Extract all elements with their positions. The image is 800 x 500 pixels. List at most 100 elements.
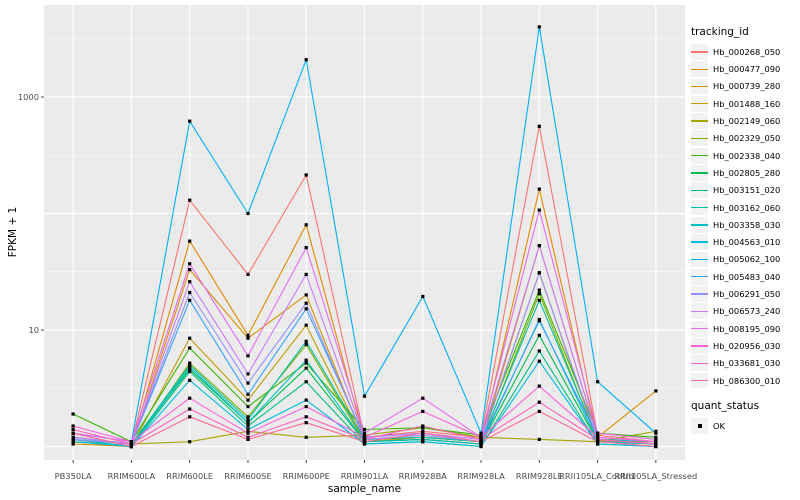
data-point	[654, 389, 658, 393]
x-tick-label-RRIM901LA: RRIM901LA	[341, 471, 389, 481]
data-point	[188, 346, 192, 350]
data-point	[71, 412, 75, 416]
data-point	[304, 293, 308, 297]
legend-line-swatch-icon	[691, 241, 708, 243]
data-point	[421, 396, 425, 400]
data-point	[654, 440, 658, 444]
data-point	[246, 333, 250, 337]
legend-entry-label: Hb_002805_280	[713, 167, 781, 178]
data-point	[304, 339, 308, 343]
legend-entry-label: Hb_003358_030	[713, 219, 781, 230]
legend-entry-label: OK	[713, 421, 725, 432]
data-point	[362, 431, 367, 435]
data-point	[71, 431, 75, 435]
legend-entry: Hb_086300_010	[691, 372, 799, 389]
data-point	[304, 415, 308, 419]
legend-entry: Hb_000739_280	[691, 78, 799, 95]
data-point	[654, 435, 658, 439]
legend-entry: Hb_005483_040	[691, 268, 799, 285]
data-point	[246, 336, 250, 340]
data-point	[596, 442, 600, 446]
legend-line-swatch-icon	[691, 172, 708, 174]
data-point	[421, 431, 425, 435]
legend-entry: Hb_002338_040	[691, 147, 799, 164]
legend-key	[691, 320, 708, 337]
legend-entry-label: Hb_001488_160	[713, 98, 781, 109]
legend-entry: Hb_003358_030	[691, 216, 799, 233]
legend-entry-label: Hb_006291_050	[713, 289, 781, 300]
legend-entry-label: Hb_004563_010	[713, 237, 781, 248]
legend-entry: Hb_006291_050	[691, 286, 799, 302]
data-point	[246, 372, 250, 376]
data-point	[188, 336, 192, 340]
legend-entry: Hb_000477_090	[691, 61, 799, 78]
data-point	[246, 424, 250, 428]
legend-line-swatch-icon	[691, 154, 708, 157]
legend-line-swatch-icon	[691, 379, 708, 382]
data-point	[654, 431, 658, 435]
data-point	[246, 418, 250, 422]
legend: tracking_id Hb_000268_050 Hb_000477_090 Hb…	[691, 26, 799, 436]
data-point	[71, 424, 75, 428]
data-point	[304, 435, 308, 439]
y-tick-label-10: 10	[28, 325, 39, 335]
legend-key	[691, 182, 708, 199]
data-point	[304, 358, 308, 362]
legend-entry: Hb_003151_020	[691, 182, 799, 199]
data-point	[188, 367, 192, 371]
legend-entry-label: Hb_086300_010	[713, 375, 781, 386]
data-point	[362, 435, 367, 439]
data-point	[421, 437, 425, 441]
legend-key	[691, 303, 708, 320]
data-point	[246, 429, 250, 433]
data-point	[537, 359, 541, 363]
data-point	[362, 442, 367, 446]
legend-entry-label: Hb_020956_030	[713, 340, 781, 351]
data-point	[654, 442, 658, 446]
legend-key	[691, 234, 708, 251]
data-point	[479, 440, 483, 444]
legend-entry-label: Hb_008195_090	[713, 323, 781, 334]
data-point	[246, 431, 250, 435]
data-point	[537, 319, 541, 323]
data-point	[246, 421, 250, 425]
legend-entry-label: Hb_002329_050	[713, 133, 781, 144]
data-point	[246, 435, 250, 439]
data-point	[188, 198, 192, 202]
data-point	[304, 58, 308, 62]
data-point	[537, 384, 541, 388]
data-point	[188, 239, 192, 243]
legend-line-swatch-icon	[691, 85, 708, 88]
data-point	[129, 444, 133, 449]
data-point	[362, 437, 367, 441]
legend-key	[691, 44, 708, 60]
legend-line-swatch-icon	[691, 327, 708, 330]
legend-entry-label: Hb_002149_060	[713, 116, 781, 127]
data-point	[188, 415, 192, 419]
data-point	[421, 440, 425, 444]
legend-key	[691, 372, 708, 389]
legend-entry-label: Hb_005062_100	[713, 254, 781, 265]
legend-key	[691, 251, 708, 268]
data-point	[188, 290, 192, 295]
data-point	[537, 208, 541, 212]
data-point	[246, 405, 250, 409]
data-point	[304, 366, 308, 370]
legend-key	[691, 338, 708, 354]
legend-entry: Hb_004563_010	[691, 234, 799, 251]
data-point	[304, 323, 308, 327]
data-point	[596, 435, 600, 439]
legend-key	[691, 355, 708, 372]
data-point	[71, 437, 75, 441]
data-point	[596, 431, 600, 435]
legend-entry: Hb_001488_160	[691, 95, 799, 112]
legend-line-swatch-icon	[691, 206, 708, 209]
data-point	[304, 380, 308, 384]
legend-key	[691, 61, 708, 78]
legend-line-swatch-icon	[691, 276, 708, 278]
data-point	[479, 444, 483, 449]
data-point	[596, 380, 600, 384]
data-point	[304, 405, 308, 409]
x-tick-label-RRIM600PE: RRIM600PE	[283, 471, 330, 481]
